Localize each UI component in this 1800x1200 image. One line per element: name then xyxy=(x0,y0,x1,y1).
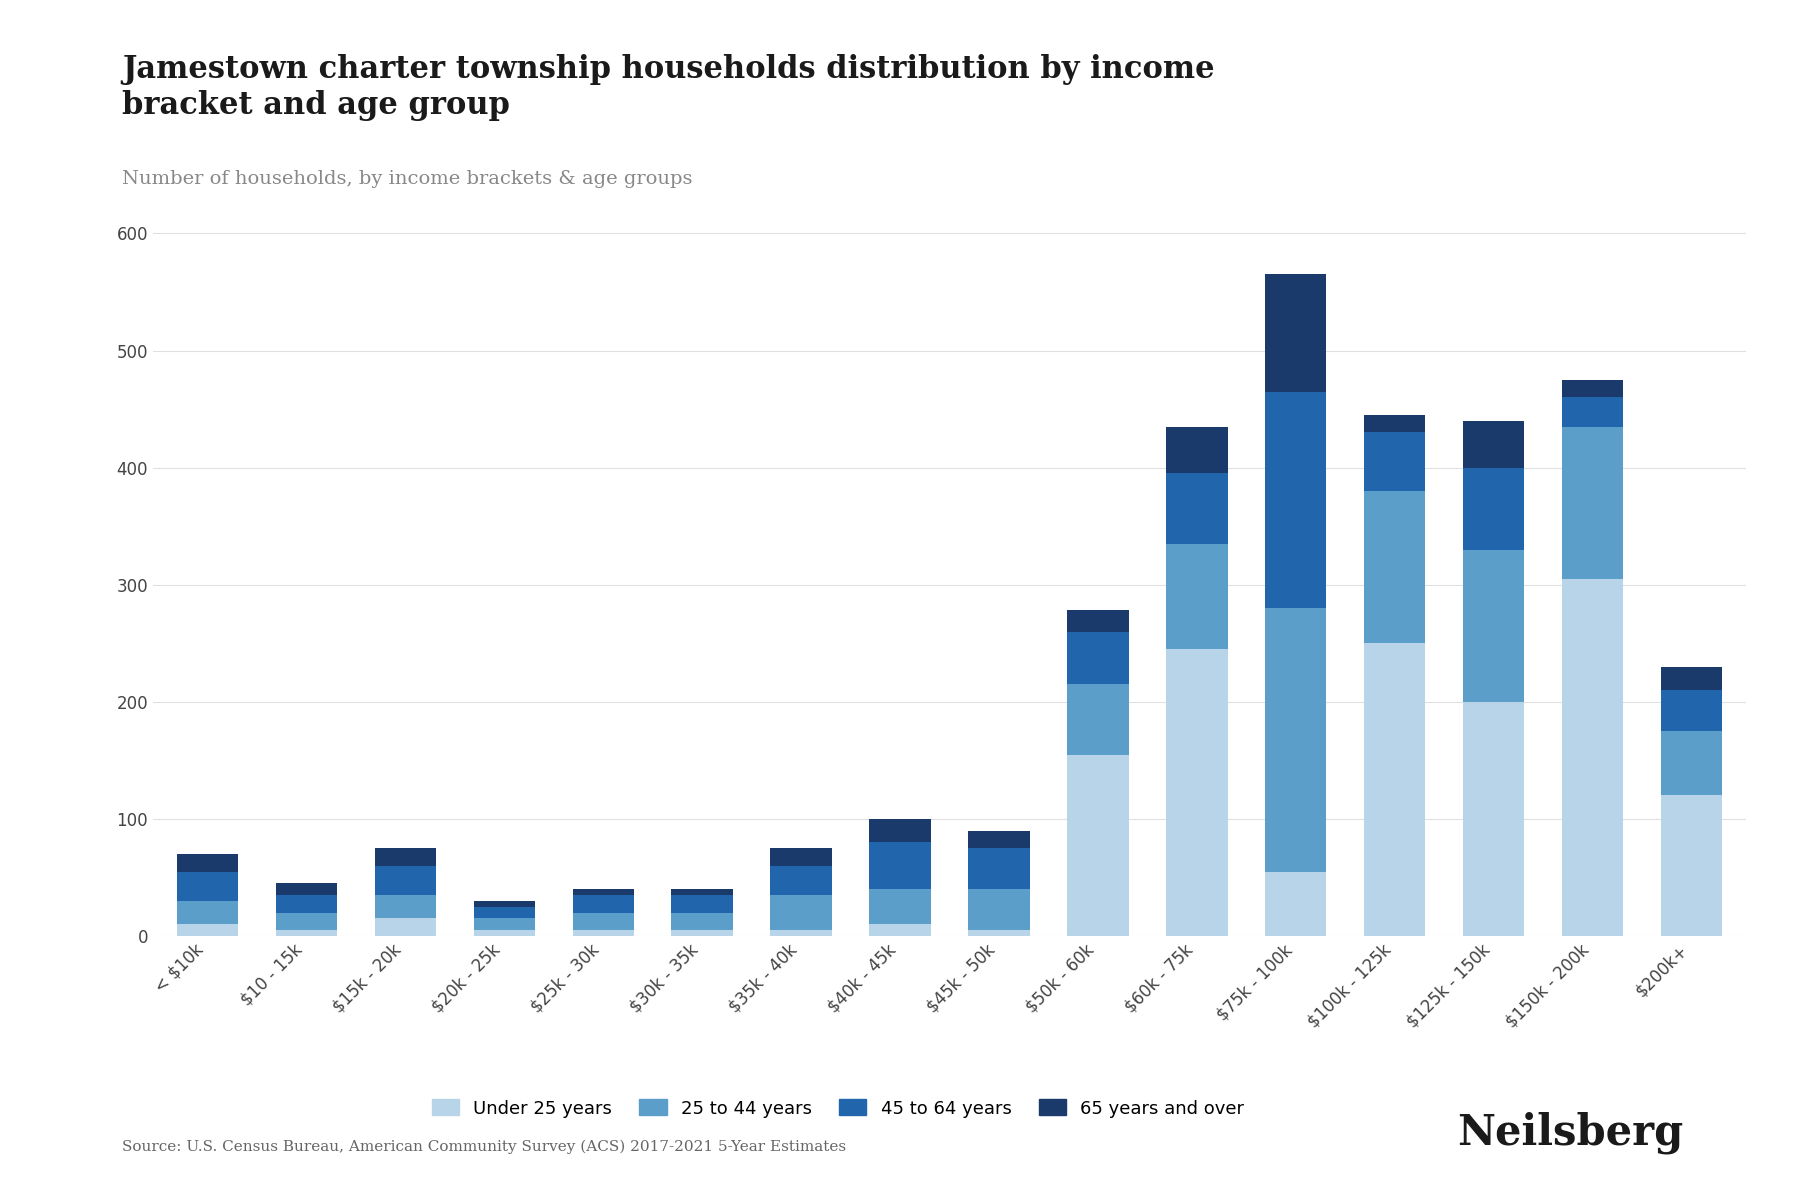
Bar xyxy=(671,912,733,930)
Bar xyxy=(473,907,535,918)
Bar xyxy=(1166,544,1228,649)
Bar xyxy=(176,924,238,936)
Bar xyxy=(572,930,634,936)
Bar xyxy=(869,924,931,936)
Bar xyxy=(1067,684,1129,755)
Bar xyxy=(1562,578,1624,936)
Bar xyxy=(1661,796,1723,936)
Bar xyxy=(869,842,931,889)
Bar xyxy=(572,895,634,912)
Bar xyxy=(671,889,733,895)
Bar xyxy=(1661,731,1723,796)
Bar xyxy=(275,895,337,912)
Text: Number of households, by income brackets & age groups: Number of households, by income brackets… xyxy=(122,170,693,188)
Bar xyxy=(968,848,1030,889)
Bar xyxy=(1265,391,1327,608)
Bar xyxy=(1661,667,1723,690)
Bar xyxy=(1562,397,1624,427)
Bar xyxy=(275,883,337,895)
Bar xyxy=(1166,474,1228,544)
Bar xyxy=(473,901,535,907)
Bar xyxy=(275,930,337,936)
Bar xyxy=(1166,649,1228,936)
Bar xyxy=(176,901,238,924)
Bar xyxy=(1463,468,1525,550)
Bar xyxy=(671,930,733,936)
Bar xyxy=(572,889,634,895)
Bar xyxy=(968,930,1030,936)
Bar xyxy=(275,912,337,930)
Bar xyxy=(1067,611,1129,631)
Bar xyxy=(1166,427,1228,474)
Bar xyxy=(1463,702,1525,936)
Bar xyxy=(1661,690,1723,731)
Bar xyxy=(1463,550,1525,702)
Bar xyxy=(473,918,535,930)
Legend: Under 25 years, 25 to 44 years, 45 to 64 years, 65 years and over: Under 25 years, 25 to 44 years, 45 to 64… xyxy=(423,1091,1253,1127)
Bar xyxy=(671,895,733,912)
Bar xyxy=(770,930,832,936)
Bar xyxy=(770,848,832,865)
Bar xyxy=(1067,631,1129,684)
Bar xyxy=(572,912,634,930)
Bar xyxy=(1265,275,1327,391)
Bar xyxy=(869,889,931,924)
Bar xyxy=(968,830,1030,848)
Bar xyxy=(770,895,832,930)
Bar xyxy=(1067,755,1129,936)
Bar xyxy=(1562,427,1624,578)
Bar xyxy=(869,818,931,842)
Text: Neilsberg: Neilsberg xyxy=(1456,1112,1683,1154)
Bar xyxy=(1265,608,1327,871)
Bar xyxy=(176,854,238,871)
Bar xyxy=(1562,379,1624,397)
Bar xyxy=(1463,421,1525,468)
Bar xyxy=(1364,415,1426,432)
Bar xyxy=(374,848,436,865)
Bar xyxy=(968,889,1030,930)
Bar xyxy=(374,918,436,936)
Bar xyxy=(1265,871,1327,936)
Bar xyxy=(374,895,436,918)
Bar xyxy=(473,930,535,936)
Text: Source: U.S. Census Bureau, American Community Survey (ACS) 2017-2021 5-Year Est: Source: U.S. Census Bureau, American Com… xyxy=(122,1140,846,1154)
Bar xyxy=(1364,643,1426,936)
Bar xyxy=(1364,432,1426,491)
Text: Jamestown charter township households distribution by income
bracket and age gro: Jamestown charter township households di… xyxy=(122,54,1215,121)
Bar xyxy=(1364,491,1426,643)
Bar xyxy=(770,865,832,895)
Bar xyxy=(176,871,238,901)
Bar xyxy=(374,865,436,895)
